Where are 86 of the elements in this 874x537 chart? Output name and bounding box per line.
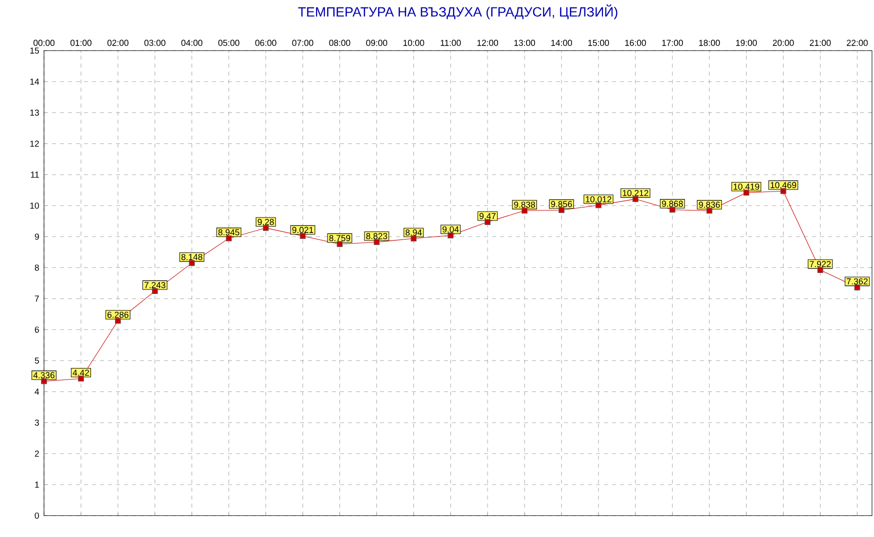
x-tick-label: 19:00 xyxy=(736,40,757,46)
data-label: 8.945 xyxy=(218,229,240,236)
point xyxy=(669,206,676,213)
chart-title: ТЕМПЕРАТУРА НА ВЪЗДУХА (ГРАДУСИ, ЦЕЛЗИЙ) xyxy=(298,4,618,20)
x-tick-label: 02:00 xyxy=(107,40,128,46)
y-tick-label: 8 xyxy=(34,264,39,271)
y-tick-label: 15 xyxy=(30,48,39,54)
point xyxy=(300,233,306,240)
data-label: 9.856 xyxy=(551,201,572,208)
y-tick-label: 9 xyxy=(34,234,39,240)
point xyxy=(78,376,84,382)
data-label: 9.838 xyxy=(514,202,535,208)
data-label: 10.012 xyxy=(586,196,612,203)
x-tick-label: 04:00 xyxy=(181,40,202,46)
data-label: 8.759 xyxy=(329,235,350,242)
point xyxy=(522,208,528,214)
y-tick-label: 3 xyxy=(34,420,39,426)
data-label: 4.42 xyxy=(72,370,89,376)
x-tick-label: 20:00 xyxy=(772,40,794,46)
x-tick-label: 16:00 xyxy=(625,40,646,46)
data-label: 9.021 xyxy=(292,227,314,234)
point xyxy=(152,288,158,294)
data-label: 9.836 xyxy=(698,202,720,208)
point xyxy=(596,202,602,208)
x-tick-label: 11:00 xyxy=(440,40,461,46)
x-tick-label: 10:00 xyxy=(403,40,424,46)
x-tick-label: 18:00 xyxy=(699,40,720,46)
point xyxy=(780,188,786,194)
data-label: 7.243 xyxy=(144,282,166,288)
point xyxy=(41,378,47,384)
data-label: 10.419 xyxy=(734,184,760,190)
data-label: 10.212 xyxy=(622,190,648,196)
x-tick-label: 12:00 xyxy=(477,40,498,46)
point xyxy=(262,225,269,232)
data-label: 9.47 xyxy=(480,213,496,220)
data-label: 9.868 xyxy=(662,200,683,207)
point xyxy=(188,260,195,266)
x-tick-label: 13:00 xyxy=(514,40,536,46)
x-tick-label: 14:00 xyxy=(551,40,572,46)
data-label: 8.148 xyxy=(181,254,202,260)
x-tick-label: 22:00 xyxy=(846,40,868,46)
data-label: 7.362 xyxy=(846,278,868,285)
y-tick-label: 10 xyxy=(30,202,39,209)
data-label: 9.04 xyxy=(442,226,459,233)
point xyxy=(854,284,860,291)
x-tick-label: 05:00 xyxy=(218,40,240,46)
data-label: 10.469 xyxy=(770,182,796,188)
y-tick-label: 5 xyxy=(34,358,39,364)
y-tick-label: 6 xyxy=(34,326,39,333)
y-tick-label: 1 xyxy=(35,482,39,488)
data-label: 8.94 xyxy=(406,230,422,236)
x-tick-label: 03:00 xyxy=(144,40,166,46)
point xyxy=(632,196,638,202)
x-tick-label: 08:00 xyxy=(329,40,350,46)
x-tick-label: 06:00 xyxy=(255,40,276,46)
point xyxy=(336,241,343,248)
data-label: 9.28 xyxy=(258,219,274,226)
y-tick-label: 14 xyxy=(30,78,40,85)
point xyxy=(226,236,232,242)
point xyxy=(817,267,824,274)
point xyxy=(558,207,564,214)
data-label: 8.823 xyxy=(366,233,388,240)
x-tick-label: 01:00 xyxy=(70,40,92,46)
data-label: 4.336 xyxy=(33,372,54,378)
point xyxy=(743,190,750,196)
x-tick-label: 17:00 xyxy=(662,40,683,46)
y-tick-label: 0 xyxy=(34,512,39,519)
point xyxy=(448,232,454,239)
y-tick-label: 7 xyxy=(34,296,39,302)
y-tick-label: 11 xyxy=(30,172,39,178)
x-tick-label: 07:00 xyxy=(292,40,314,46)
point xyxy=(115,318,121,324)
x-tick-label: 00:00 xyxy=(33,40,54,46)
point xyxy=(706,208,712,214)
point xyxy=(484,219,491,226)
y-tick-label: 12 xyxy=(30,140,39,147)
x-tick-label: 15:00 xyxy=(588,40,609,46)
x-tick-label: 21:00 xyxy=(810,40,831,46)
point xyxy=(410,236,417,242)
data-label: 6.286 xyxy=(108,312,128,318)
point xyxy=(374,239,380,246)
data-label: 7.922 xyxy=(810,261,831,268)
y-tick-label: 13 xyxy=(30,110,39,116)
y-tick-label: 2 xyxy=(34,450,39,457)
y-tick-label: 4 xyxy=(34,388,40,395)
x-tick-label: 09:00 xyxy=(366,40,388,46)
